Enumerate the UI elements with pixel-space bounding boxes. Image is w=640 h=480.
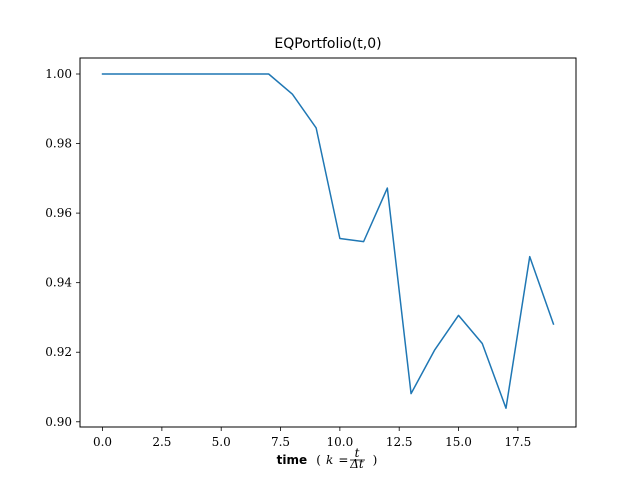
y-axis: 0.90 0.92 0.94 0.96 0.98 1.00 bbox=[45, 67, 80, 429]
x-tick-label: 15.0 bbox=[445, 435, 472, 449]
y-tick-label: 1.00 bbox=[45, 67, 72, 81]
x-tick-label: 2.5 bbox=[152, 435, 171, 449]
plot-area bbox=[79, 57, 577, 428]
y-tick-label: 0.90 bbox=[45, 415, 72, 429]
x-axis-label-equals: = bbox=[338, 453, 352, 467]
x-axis-label-close: ) bbox=[373, 453, 378, 467]
y-tick-label: 0.98 bbox=[45, 137, 72, 151]
x-axis-label-frac-numerator: t bbox=[355, 446, 360, 460]
x-axis-label-text: time ( k = ) bbox=[277, 449, 378, 468]
x-tick-label: 7.5 bbox=[271, 435, 290, 449]
series-line bbox=[101, 73, 555, 409]
x-axis-label-var: k bbox=[326, 453, 333, 467]
x-axis-label-open: ( bbox=[316, 453, 321, 467]
x-axis-label-frac-denominator: Δt bbox=[349, 457, 364, 471]
x-axis-label-bold: time bbox=[277, 453, 308, 467]
x-axis: 0.0 2.5 5.0 7.5 10.0 12.5 15.0 17.5 bbox=[93, 427, 531, 449]
y-tick-label: 0.92 bbox=[45, 345, 72, 359]
x-axis-label: time ( k = ) t Δt bbox=[277, 446, 378, 471]
x-tick-label: 10.0 bbox=[327, 435, 354, 449]
plot-frame bbox=[79, 57, 577, 428]
y-tick-label: 0.96 bbox=[45, 206, 72, 220]
x-tick-label: 5.0 bbox=[212, 435, 231, 449]
x-tick-label: 0.0 bbox=[93, 435, 112, 449]
y-tick-label: 0.94 bbox=[45, 276, 72, 290]
chart-title: EQPortfolio(t,0) bbox=[274, 36, 381, 52]
x-tick-label: 12.5 bbox=[386, 435, 413, 449]
x-tick-label: 17.5 bbox=[504, 435, 531, 449]
